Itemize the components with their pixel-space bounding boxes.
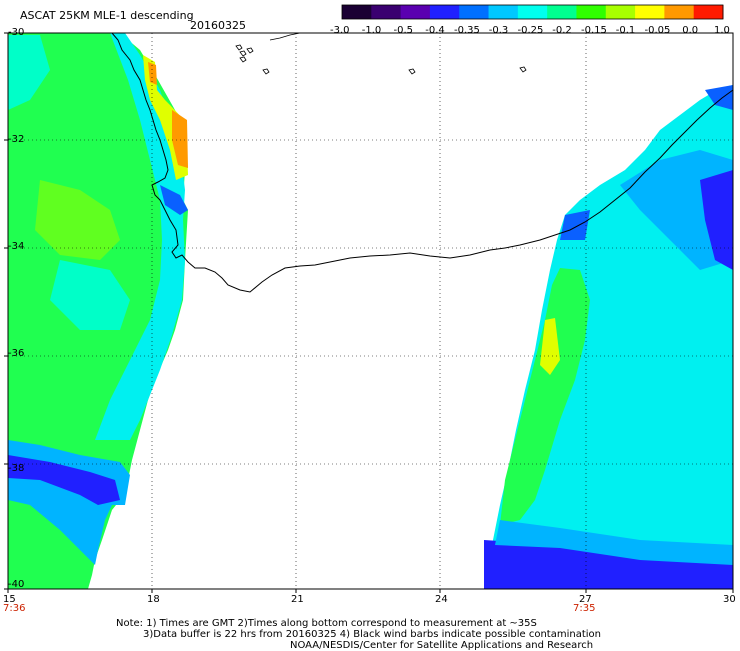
colorbar-label: 0.0: [682, 25, 699, 36]
colorbar-label: -0.1: [615, 25, 636, 36]
island-outline: [408, 68, 416, 75]
time-label-left: 7:36: [3, 603, 26, 614]
coastline: [111, 32, 734, 293]
colorbar-label: -1.0: [361, 25, 382, 36]
colorbar-label: -0.05: [644, 25, 671, 36]
lon-label-24: 24: [435, 594, 448, 605]
island-outline: [262, 68, 270, 75]
colorbar-frame: [341, 4, 724, 20]
swath-left-patch3: [50, 260, 130, 330]
island-outline: [239, 56, 247, 63]
swath-left-blue-coast: [160, 185, 188, 215]
swath-right-bottom: [484, 540, 733, 589]
colorbar-swatch: [400, 5, 431, 19]
colorbar-swatch: [488, 5, 519, 19]
island-outline: [235, 44, 243, 51]
colorbar-swatch: [605, 5, 636, 19]
lat-label-40: -40: [8, 579, 25, 590]
island-outline: [246, 47, 254, 54]
colorbar-swatch: [635, 5, 665, 19]
swath-right-green: [500, 268, 590, 525]
time-label-right: 7:35: [573, 603, 596, 614]
lon-label-15: 15: [3, 594, 16, 605]
island-outline: [519, 66, 527, 73]
lon-label-27: 27: [579, 594, 592, 605]
lat-label-36: -36: [8, 348, 25, 359]
colorbar-swatch: [429, 5, 460, 19]
map-title: ASCAT 25KM MLE-1 descending: [20, 9, 194, 22]
swath-left-patch: [35, 180, 120, 260]
colorbar-swatch: [342, 5, 372, 19]
colorbar-swatch: [547, 5, 577, 19]
colorbar-label: -0.3: [488, 25, 509, 36]
colorbar-label: -3.0: [330, 25, 350, 36]
lon-label-21: 21: [291, 594, 304, 605]
lat-label-34: -34: [8, 241, 25, 252]
lon-label-30: 30: [723, 594, 736, 605]
colorbar-swatch: [693, 5, 724, 19]
map-frame: [7, 32, 734, 590]
colorbar-swatch: [664, 5, 695, 19]
coastline-fragment: [269, 32, 301, 41]
note-line-1: Note: 1) Times are GMT 2)Times along bot…: [116, 618, 537, 629]
colorbar-swatch: [517, 5, 548, 19]
swath-right-coastblue: [560, 210, 590, 240]
swath-right-yellow: [540, 318, 560, 375]
swath-left-dblue: [8, 455, 120, 505]
swath-left: [8, 33, 188, 589]
swath-left-orange2: [172, 110, 188, 168]
note-line-2: 3)Data buffer is 22 hrs from 20160325 4)…: [143, 629, 601, 640]
lon-label-18: 18: [147, 594, 160, 605]
colorbar-label: -0.25: [517, 25, 544, 36]
colorbar-label: -0.5: [393, 25, 414, 36]
swath-left-cyan: [95, 33, 185, 440]
note-line-3: NOAA/NESDIS/Center for Satellite Applica…: [290, 640, 594, 651]
map-date: 20160325: [190, 19, 246, 32]
swath-left-patch2: [8, 35, 50, 110]
colorbar-label: -0.15: [581, 25, 607, 36]
colorbar-swatch: [371, 5, 402, 19]
island-outline: [239, 50, 247, 57]
colorbar-label: -0.2: [552, 25, 572, 36]
swath-right: [484, 85, 733, 589]
swath-right-topblue: [705, 85, 733, 110]
lat-label-30: -30: [8, 27, 25, 38]
swath-right-dblue: [700, 170, 733, 270]
colorbar-swatch: [459, 5, 490, 19]
colorbar-label: 1.0: [714, 25, 730, 36]
swath-right-bottom2: [495, 520, 733, 565]
colorbar-label: -0.35: [454, 25, 480, 36]
lat-label-38: -38: [8, 463, 25, 474]
lat-label-32: -32: [8, 134, 25, 145]
colorbar-label: -0.4: [425, 25, 445, 36]
colorbar-swatch: [576, 5, 607, 19]
swath-left-orange1: [148, 62, 157, 85]
